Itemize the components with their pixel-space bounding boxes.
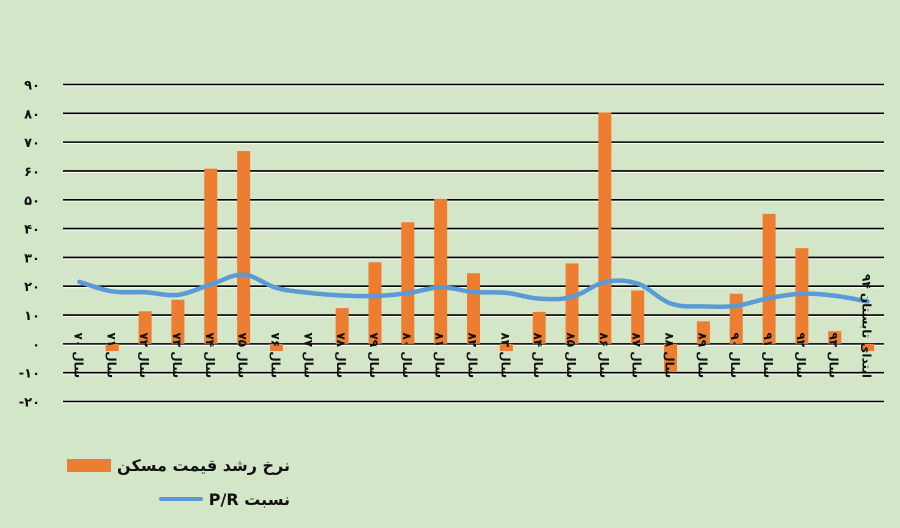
bar	[269, 343, 283, 352]
x-tick-label: سال ۸۹	[695, 332, 709, 378]
legend-item-pr-ratio: نسبت P/R	[40, 482, 290, 516]
bar	[565, 263, 579, 344]
pr-ratio-line	[77, 272, 870, 310]
x-tick-label: سال ۹۰	[728, 332, 742, 378]
bar	[664, 343, 678, 373]
x-tick-label: ابتدای تابستان ۹۴	[860, 274, 874, 378]
legend-label: نرخ رشد قیمت مسکن	[117, 455, 290, 475]
bar	[598, 112, 612, 344]
bar	[335, 308, 349, 344]
y-tick-label: ۵۰	[24, 194, 40, 209]
x-tick-label: سال ۹۳	[827, 332, 841, 378]
bar	[204, 168, 218, 344]
x-tick-label: سال ۸۶	[597, 332, 611, 378]
bar	[532, 311, 546, 344]
y-tick-label: ۱۰	[24, 309, 40, 324]
x-tick-label: سال ۸۵	[564, 332, 578, 378]
y-tick-label: ۹۰	[24, 79, 40, 94]
x-tick-label: سال ۸۷	[630, 332, 644, 378]
y-tick-label: ۴۰	[24, 223, 40, 238]
x-tick-label: سال ۸۴	[531, 332, 545, 378]
x-tick-label: سال ۹۱	[761, 332, 775, 378]
bar	[105, 343, 119, 352]
x-tick-label: سال ۸۳	[498, 332, 512, 378]
x-axis-ticks: سال ۷۰ سال ۷۱ سال ۷۲ سال ۷۳ سال ۷۴ سال ۷۵ سال …	[71, 274, 873, 378]
bar	[138, 311, 152, 344]
x-tick-label: سال ۷۳	[170, 332, 184, 378]
bar	[499, 343, 513, 352]
x-tick-label: سال ۷۴	[203, 332, 217, 378]
bar-swatch-icon	[67, 458, 112, 472]
x-tick-label: سال ۷۶	[268, 332, 282, 378]
y-tick-label: ۲۰	[24, 280, 40, 295]
y-tick-label: -۱۰	[19, 367, 40, 382]
x-tick-label: سال ۷۰	[71, 332, 85, 378]
line-series	[77, 272, 870, 310]
y-tick-label: ۳۰	[24, 251, 40, 266]
x-tick-label: سال ۷۸	[334, 332, 348, 378]
bar	[631, 290, 645, 344]
x-tick-label: سال ۷۷	[301, 332, 315, 378]
x-tick-label: سال ۹۲	[794, 332, 808, 378]
x-tick-label: سال ۷۵	[236, 332, 250, 378]
y-axis-ticks: -۲۰ -۱۰ ۰ ۱۰ ۲۰ ۳۰ ۴۰ ۵۰ ۶۰ ۷۰ ۸۰ ۹۰	[19, 79, 40, 411]
bar	[762, 213, 776, 344]
bar	[828, 331, 842, 344]
x-tick-label: سال ۷۹	[367, 332, 381, 378]
x-tick-label: سال ۸۱	[433, 332, 447, 378]
x-tick-label: سال ۸۸	[663, 332, 677, 378]
gridlines	[63, 83, 884, 404]
bar	[401, 222, 415, 344]
bar-series	[105, 112, 875, 373]
y-tick-label: ۸۰	[24, 107, 40, 122]
x-tick-label: سال ۷۲	[137, 332, 151, 378]
line-swatch-icon	[158, 497, 203, 501]
legend-item-price-growth: نرخ رشد قیمت مسکن	[40, 448, 290, 482]
bar	[696, 321, 710, 344]
bar	[171, 299, 185, 344]
legend: نرخ رشد قیمت مسکن نسبت P/R	[40, 448, 290, 516]
bar	[368, 262, 382, 344]
x-tick-label: سال ۷۱	[104, 332, 118, 378]
x-tick-label: سال ۸۰	[400, 332, 414, 378]
bar	[434, 198, 448, 344]
y-tick-label: ۷۰	[24, 136, 40, 151]
y-tick-label: ۰	[32, 338, 40, 353]
y-tick-label: ۶۰	[24, 165, 40, 180]
legend-label: نسبت P/R	[208, 489, 290, 509]
y-tick-label: -۲۰	[19, 396, 40, 411]
x-tick-label: سال ۸۲	[466, 332, 480, 378]
bar	[861, 343, 875, 352]
bar	[237, 151, 251, 344]
bar	[795, 248, 809, 344]
